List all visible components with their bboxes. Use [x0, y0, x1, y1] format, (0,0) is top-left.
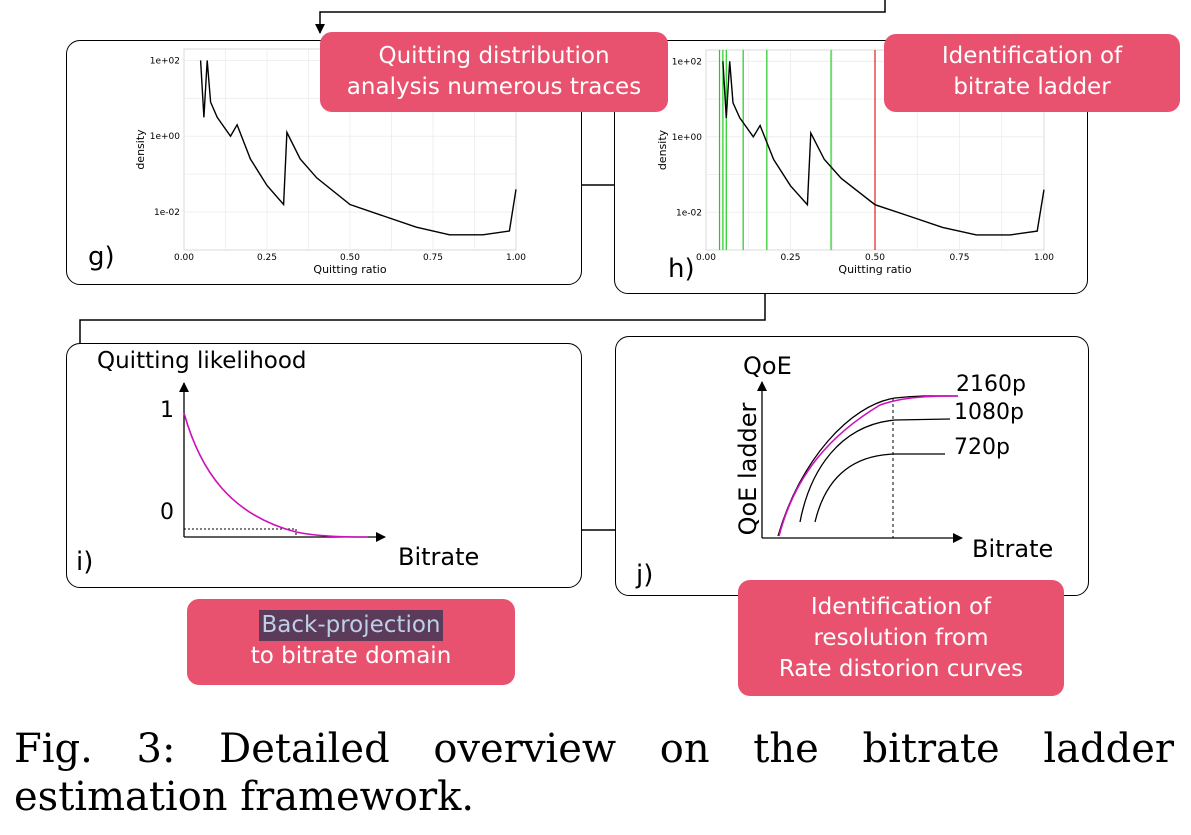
- i-y-label: Quitting likelihood: [97, 348, 307, 374]
- x-tick-label: 1.00: [1034, 253, 1054, 263]
- qoe-envelope-curve: [778, 395, 959, 537]
- callout-quitting-line2: analysis numerous traces: [346, 74, 642, 100]
- density-series-line: [199, 60, 517, 236]
- curve-2160p: [777, 395, 959, 537]
- callout-resolution: Identification of resolution from Rate d…: [738, 580, 1064, 696]
- callout-ladder-line1: Identification of: [941, 43, 1123, 69]
- y-axis-label: density: [134, 129, 147, 170]
- i-ytick-bottom: 0: [160, 500, 174, 525]
- x-tick-label: 0.25: [257, 253, 277, 263]
- x-tick-label: 0.75: [949, 253, 969, 263]
- curve-1080p: [799, 418, 951, 523]
- x-tick-label: 0.00: [696, 253, 716, 263]
- callout-bitrate-ladder: Identification of bitrate ladder: [884, 34, 1180, 112]
- x-tick-label: 0.25: [780, 253, 800, 263]
- figure-caption: Fig. 3: Detailed overview on the bitrate…: [14, 726, 1174, 820]
- j-y-label: QoE ladder: [734, 402, 762, 536]
- callout-backprojection-line1: Back-projection: [259, 610, 443, 641]
- curve-720p: [814, 453, 945, 523]
- y-tick-label: 1e+00: [672, 133, 703, 143]
- x-axis-label: Quitting ratio: [838, 263, 911, 276]
- i-dotted-zero-line: [184, 528, 297, 537]
- curve-label-2160p: 2160p: [956, 372, 1026, 397]
- x-tick-label: 1.00: [506, 253, 526, 263]
- i-ytick-top: 1: [160, 398, 174, 423]
- x-tick-label: 0.00: [174, 253, 194, 263]
- y-tick-label: 1e+02: [672, 57, 702, 67]
- curve-label-1080p: 1080p: [954, 400, 1024, 425]
- i-x-label: Bitrate: [398, 543, 480, 571]
- y-tick-label: 1e+02: [150, 56, 180, 66]
- panel-j: [615, 336, 1089, 596]
- x-axis-label: Quitting ratio: [313, 263, 386, 276]
- panel-i-label: i): [76, 547, 94, 577]
- j-x-label: Bitrate: [972, 535, 1054, 563]
- panel-g-label: g): [88, 242, 115, 272]
- x-tick-label: 0.50: [865, 253, 885, 263]
- top-connector-arrow: [315, 0, 886, 34]
- callout-back-projection: Back-projection to bitrate domain: [187, 599, 515, 685]
- y-axis-label: density: [656, 129, 669, 170]
- callout-resolution-line1: Identification of: [810, 594, 992, 620]
- x-tick-label: 0.75: [423, 253, 443, 263]
- callout-backprojection-line2: to bitrate domain: [250, 643, 452, 669]
- callout-quitting-distribution: Quitting distribution analysis numerous …: [320, 32, 668, 112]
- callout-quitting-line1: Quitting distribution: [378, 43, 610, 69]
- callout-resolution-line3: Rate distorion curves: [778, 656, 1024, 682]
- panel-i: [66, 343, 582, 588]
- y-tick-label: 1e-02: [676, 208, 702, 218]
- curve-label-720p: 720p: [954, 435, 1010, 460]
- callout-ladder-line2: bitrate ladder: [953, 74, 1111, 100]
- j-top-label: QoE: [743, 352, 792, 380]
- x-tick-label: 0.50: [340, 253, 360, 263]
- quitting-likelihood-curve: [183, 412, 369, 538]
- y-tick-label: 1e+00: [150, 132, 181, 142]
- panel-j-label: j): [636, 560, 654, 590]
- panel-h-label: h): [668, 254, 695, 284]
- y-tick-label: 1e-02: [154, 208, 180, 218]
- density-series-line: [722, 61, 1045, 236]
- callout-resolution-line2: resolution from: [813, 625, 989, 651]
